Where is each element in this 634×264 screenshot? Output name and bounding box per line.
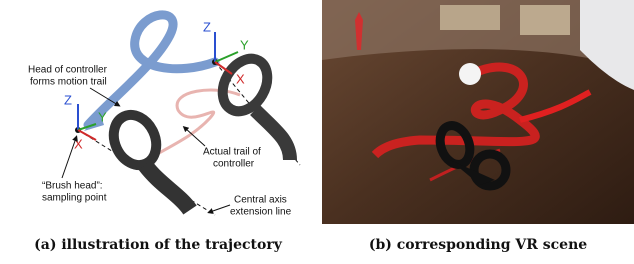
axis-label: Y [98,109,107,124]
axis-label: Y [240,37,249,52]
illustration: Z Y X Z Y X Head of controller forms mot… [28,15,300,218]
controller [214,51,290,160]
pointer [210,205,230,212]
annotation: forms motion trail [30,77,107,88]
annotation: sampling point [42,193,107,204]
pointer [62,138,76,178]
annotation: controller [213,159,255,170]
page: {"panels": [ {"caption": "(a) illustrati… [0,0,634,259]
caption: (a) illustration of the trajectory [34,237,283,253]
annotation: Head of controller [28,65,108,76]
caption: (b) corresponding VR scene [369,237,587,253]
axis-label: Z [64,92,72,107]
vr-scene [322,0,634,224]
annotation: Central axis [234,195,287,206]
motion-trail [88,15,215,125]
axis-label: Z [203,19,211,34]
annotation: “Brush head”: [42,181,103,192]
annotation: extension line [230,207,292,218]
figure: Z Y X Z Y X Head of controller forms mot… [0,0,634,259]
controller [106,108,190,210]
annotation: Actual trail of [203,147,261,158]
axis-label: X [236,71,245,86]
